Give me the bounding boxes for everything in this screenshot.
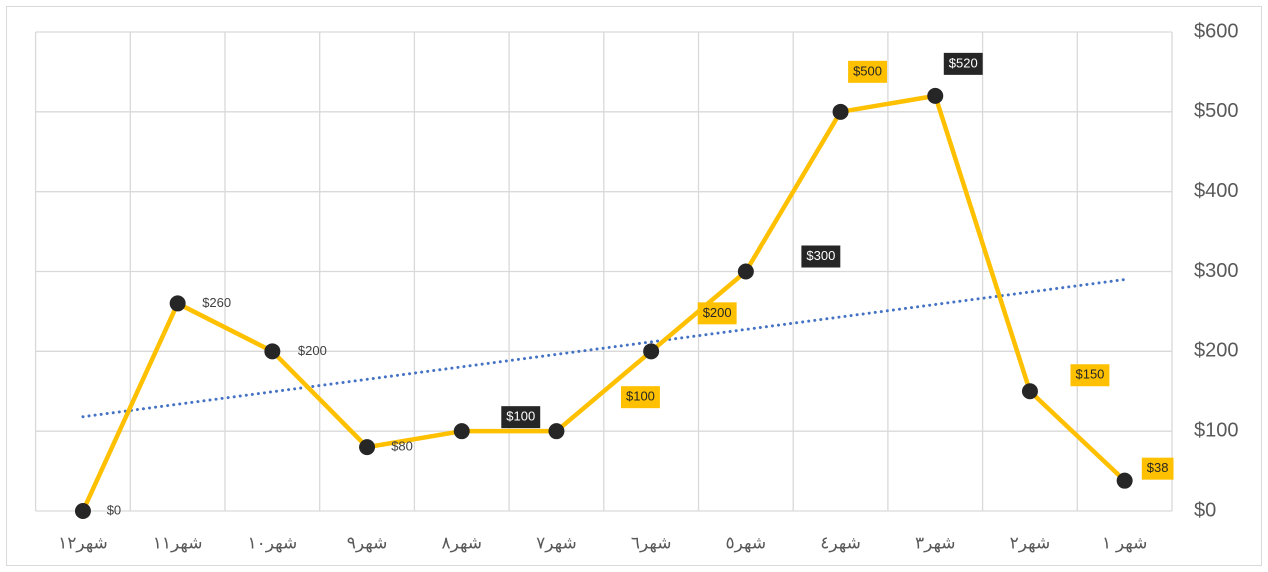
y-tick-label: $300 [1194,260,1239,282]
data-label: $520 [949,55,978,70]
data-label-box [848,60,888,83]
data-label-box [801,245,841,268]
data-label: $38 [1147,460,1169,475]
chart-border [6,6,1262,566]
data-label-box [697,302,737,325]
marker [1116,472,1133,489]
y-tick-label: $0 [1194,499,1216,521]
data-label: $200 [298,343,327,358]
x-tick-label: شهر١٢ [58,533,108,553]
y-tick-label: $600 [1194,20,1239,42]
marker [453,423,470,440]
data-label: $100 [506,409,535,424]
line [80,93,1127,512]
data-label: $300 [806,248,835,263]
y-tick-label: $400 [1194,180,1239,202]
x-tick-label: شهر١١ [153,533,203,553]
x-tick-label: شهر٤ [820,533,861,553]
x-tick-label: شهر٦ [631,533,672,553]
data-label-box [1070,364,1110,387]
x-tick-label: شهر١٠ [247,533,297,553]
trendline [81,278,1127,419]
data-label: $200 [703,305,732,320]
marker [264,343,281,360]
data-label: $500 [853,63,882,78]
y-tick-label: $200 [1194,340,1239,362]
x-tick-label: شهر٧ [536,533,577,553]
data-label: $150 [1075,367,1104,382]
y-tick-label: $100 [1194,419,1239,441]
x-tick-label: شهر٣ [915,533,956,553]
marker [643,343,660,360]
marker [74,503,91,519]
marker [1021,383,1038,400]
marker [832,103,849,120]
x-tick-label: شهر٢ [1010,533,1051,553]
y-tick-label: $500 [1194,100,1239,122]
marker [548,423,565,440]
data-label: $260 [202,295,231,310]
data-label-box [501,406,541,429]
marker [737,263,754,280]
data-label-box [943,52,983,75]
data-label: $100 [626,389,655,404]
x-tick-label: شهر٩ [347,533,388,553]
marker [169,295,186,312]
data-label-box [1141,457,1174,480]
x-tick-label: شهر٨ [441,533,482,553]
x-tick-label: شهر٥ [726,533,767,553]
marker [927,87,944,104]
marker [359,439,376,456]
x-tick-label: شهر ١ [1102,533,1147,553]
data-label-box [620,386,660,409]
data-label: $0 [107,502,121,517]
data-label: $80 [391,439,413,454]
